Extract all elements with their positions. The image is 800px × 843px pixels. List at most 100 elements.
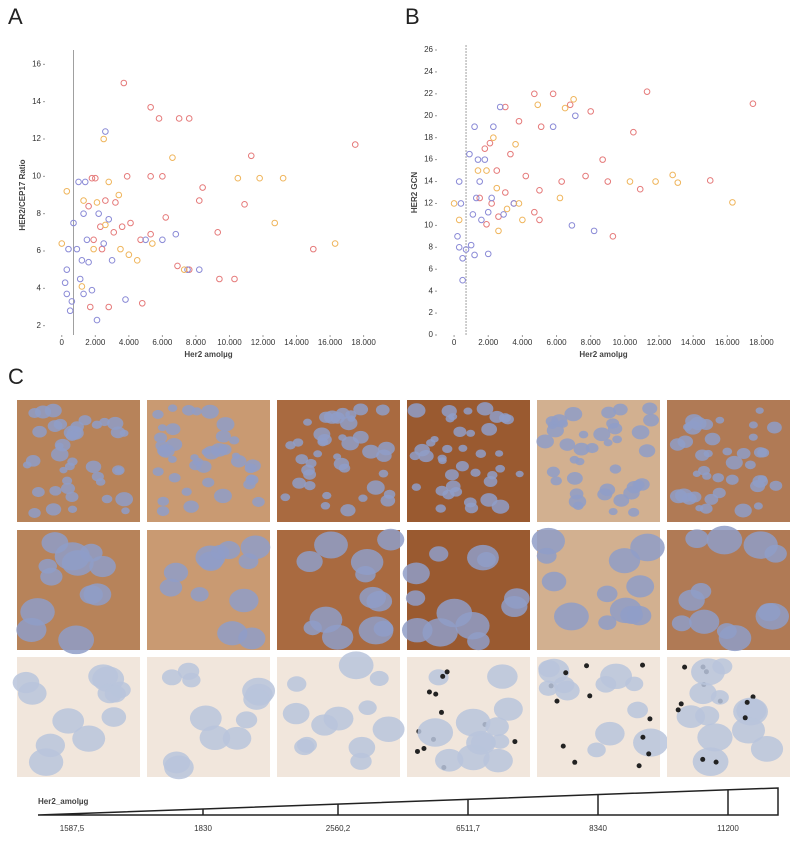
scale-tick-label: 1587,5 (60, 824, 85, 833)
cell-nucleus (689, 682, 717, 705)
point (549, 90, 557, 98)
cell-nucleus (348, 736, 376, 759)
cell-nucleus (600, 663, 633, 690)
cell-nucleus (32, 425, 47, 438)
cell-nucleus (515, 470, 524, 478)
point (76, 275, 84, 283)
point (531, 208, 538, 216)
cell-nucleus (101, 707, 127, 727)
point (512, 140, 519, 148)
cell-nucleus (483, 748, 513, 773)
cell-nucleus (311, 714, 338, 736)
point (185, 115, 193, 122)
point (147, 230, 154, 238)
point (455, 216, 463, 224)
point (83, 236, 91, 244)
cell-nucleus (695, 706, 720, 726)
cell-nucleus (541, 571, 567, 592)
cell-nucleus (333, 453, 342, 460)
signal-dot (563, 670, 569, 676)
point (169, 154, 176, 161)
point (536, 216, 543, 224)
cell-nucleus (463, 407, 473, 415)
cell-nucleus (229, 588, 259, 613)
cell-nucleus (538, 680, 558, 696)
point (466, 150, 473, 158)
signal-dot (426, 689, 432, 695)
cell-nucleus (411, 483, 422, 491)
point (180, 266, 188, 273)
cell-nucleus (476, 402, 494, 416)
cell-nucleus (685, 414, 703, 429)
scale-tick-label: 8340 (589, 824, 607, 833)
cell-nucleus (322, 491, 332, 500)
cell-nucleus (159, 578, 183, 597)
y-tick-label: 16 (32, 59, 41, 68)
cell-nucleus (463, 497, 477, 508)
signal-dot (414, 748, 420, 754)
point (247, 152, 255, 160)
point (604, 178, 612, 185)
histology-image (531, 527, 665, 650)
cell-nucleus (444, 469, 459, 481)
point (471, 123, 478, 131)
cell-nucleus (99, 417, 110, 427)
signal-dot (440, 673, 446, 679)
point (457, 200, 465, 207)
cell-nucleus (470, 468, 481, 477)
signal-dot (742, 715, 748, 721)
cell-nucleus (402, 617, 433, 643)
cell-nucleus (190, 587, 209, 602)
signal-dot (438, 709, 444, 715)
x-tick-label: 4.000 (119, 338, 140, 347)
point (561, 104, 569, 112)
cell-nucleus (366, 480, 385, 495)
point (102, 221, 109, 229)
scale-tick-label: 6511,7 (456, 824, 480, 833)
point (98, 245, 106, 253)
point (105, 215, 113, 223)
cell-nucleus (350, 549, 384, 576)
point (195, 266, 203, 273)
panel-label: B (405, 4, 420, 29)
point (484, 250, 492, 258)
point (652, 178, 659, 185)
point (231, 275, 238, 283)
cell-nucleus (121, 507, 130, 515)
cell-nucleus (748, 433, 758, 441)
y-tick-label: 2 (429, 308, 434, 317)
point (115, 191, 123, 199)
point (112, 199, 119, 206)
cell-nucleus (643, 413, 660, 427)
point (570, 96, 577, 103)
cell-nucleus (54, 542, 90, 571)
cell-nucleus (405, 590, 426, 606)
y-tick-label: 12 (424, 199, 433, 208)
cell-nucleus (458, 444, 468, 452)
cell-nucleus (358, 494, 368, 502)
cell-nucleus (38, 558, 57, 574)
point (105, 303, 113, 311)
cell-nucleus (65, 430, 79, 441)
cell-nucleus (377, 528, 405, 551)
cell-nucleus (359, 586, 387, 609)
cell-nucleus (734, 503, 752, 518)
x-tick-label: 16.000 (715, 338, 740, 347)
point (127, 219, 134, 227)
cell-nucleus (722, 447, 733, 456)
cell-nucleus (177, 662, 200, 680)
y-tick-label: 6 (429, 264, 434, 273)
point (90, 236, 97, 244)
cell-nucleus (244, 463, 257, 474)
point (626, 178, 634, 185)
cell-nucleus (429, 546, 449, 562)
point (496, 103, 504, 111)
cell-nucleus (59, 466, 68, 474)
cell-nucleus (585, 443, 599, 454)
cell-nucleus (417, 718, 454, 747)
point (582, 172, 589, 180)
cell-nucleus (214, 488, 232, 504)
cell-nucleus (362, 444, 380, 459)
x-tick-label: 16.000 (318, 338, 343, 347)
scale-tick-label: 1830 (194, 824, 212, 833)
